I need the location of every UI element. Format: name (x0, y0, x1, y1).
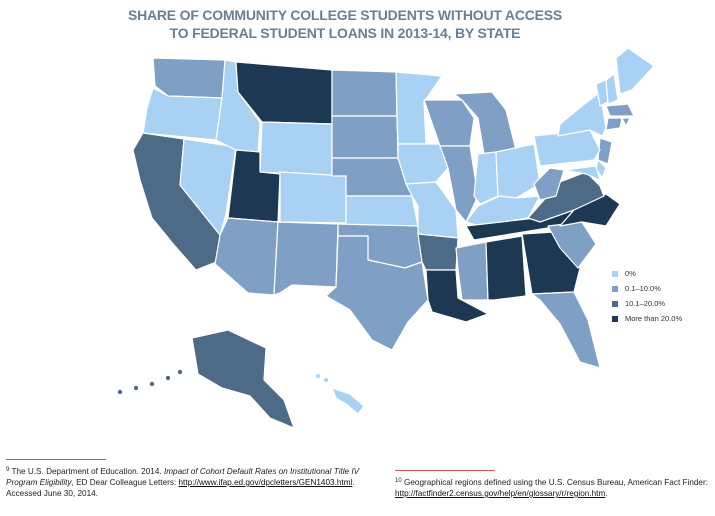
legend-item: 0% (612, 266, 682, 281)
footnote-divider-left (6, 459, 106, 460)
map-title-line-2: TO FEDERAL STUDENT LOANS IN 2013-14, BY … (169, 25, 521, 41)
state-al (485, 235, 527, 301)
state-in (473, 151, 499, 205)
footnote-divider-right (395, 470, 495, 471)
map-title: SHARE OF COMMUNITY COLLEGE STUDENTS WITH… (110, 6, 580, 42)
legend-item: More than 20.0% (612, 311, 682, 326)
state-ak-island (117, 389, 123, 395)
footnote-number: 10 (395, 478, 402, 484)
state-hi (331, 387, 365, 415)
state-wy (259, 121, 333, 177)
state-hi-island (316, 374, 320, 378)
state-fl (531, 291, 601, 369)
state-co (279, 171, 347, 224)
footnote-9: 9 The U.S. Department of Education. 2014… (6, 465, 371, 499)
state-wv (533, 167, 565, 201)
legend-swatch (612, 270, 618, 277)
state-ga (521, 231, 581, 295)
state-ct (605, 117, 623, 131)
footnote-text: Geographical regions defined using the U… (401, 478, 708, 487)
legend-item: 10.1–20.0% (612, 296, 682, 311)
state-ak-island (133, 385, 139, 391)
state-ks (345, 195, 419, 227)
footnote-text: . (605, 489, 608, 498)
state-hi-island (324, 378, 328, 382)
map-legend: 0% 0.1–10.0% 10.1–20.0% More than 20.0% (612, 266, 682, 326)
state-ak-island (149, 381, 155, 387)
footnote-link[interactable]: http://www.ifap.ed.gov/dpcletters/GEN140… (178, 478, 353, 487)
legend-label: 10.1–20.0% (625, 299, 666, 308)
state-nm (273, 221, 339, 296)
state-nh (605, 73, 619, 105)
legend-item: 0.1–10.0% (612, 281, 682, 296)
state-ms (455, 241, 489, 301)
state-ia (397, 143, 449, 185)
state-nj (597, 137, 613, 165)
state-la (425, 269, 489, 323)
us-choropleth-map (117, 47, 655, 429)
footnote-text: The U.S. Department of Education. 2014. (11, 467, 164, 476)
state-nd (331, 69, 398, 117)
map-title-line-1: SHARE OF COMMUNITY COLLEGE STUDENTS WITH… (127, 7, 563, 23)
state-oh (495, 143, 541, 199)
state-va (527, 171, 605, 223)
state-sd (331, 115, 399, 159)
state-pa (533, 129, 601, 167)
state-ak-island (177, 369, 183, 375)
legend-label: 0% (625, 269, 636, 278)
state-wi (423, 99, 475, 147)
state-me (615, 47, 655, 95)
footnote-text: , ED Dear Colleague Letters: (71, 478, 179, 487)
state-de (595, 159, 607, 179)
footnote-text: . Accessed June 30, 2014. (6, 478, 355, 498)
state-ma (605, 103, 635, 117)
legend-label: 0.1–10.0% (625, 284, 661, 293)
state-ar (417, 233, 459, 271)
state-ri (621, 117, 631, 127)
footnote-10: 10 Geographical regions defined using th… (395, 476, 710, 499)
state-md (563, 165, 601, 181)
state-wa (152, 57, 226, 99)
legend-swatch (612, 315, 618, 322)
footnote-link[interactable]: http://factfinder2.census.gov/help/en/gl… (395, 489, 606, 498)
state-tx (325, 235, 429, 351)
footnote-italic-title: Impact of Cohort Default Rates on Instit… (6, 467, 360, 487)
state-ak-island (165, 375, 171, 381)
state-ny (557, 91, 607, 137)
legend-swatch (612, 300, 618, 307)
state-az (214, 217, 279, 296)
legend-swatch (612, 285, 618, 292)
footnote-number: 9 (6, 467, 10, 473)
legend-label: More than 20.0% (625, 314, 683, 323)
state-ak (191, 329, 295, 429)
